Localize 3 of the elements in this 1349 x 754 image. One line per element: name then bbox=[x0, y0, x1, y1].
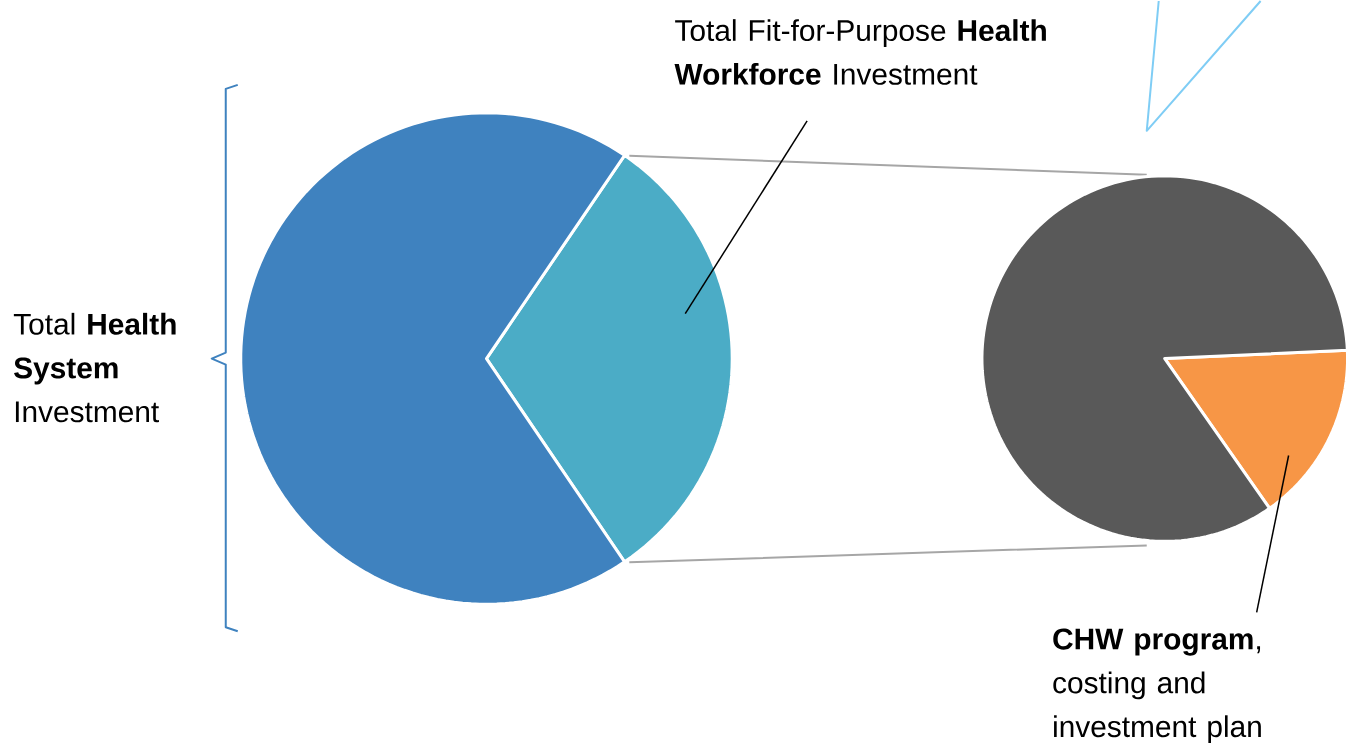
category-label: Total Fit-for-Purpose Health Workforce Investment bbox=[674, 19, 1046, 85]
category-label: CHW program, costing and investment plan bbox=[1053, 628, 1261, 744]
text: Total Health System Investment bbox=[13, 312, 176, 423]
